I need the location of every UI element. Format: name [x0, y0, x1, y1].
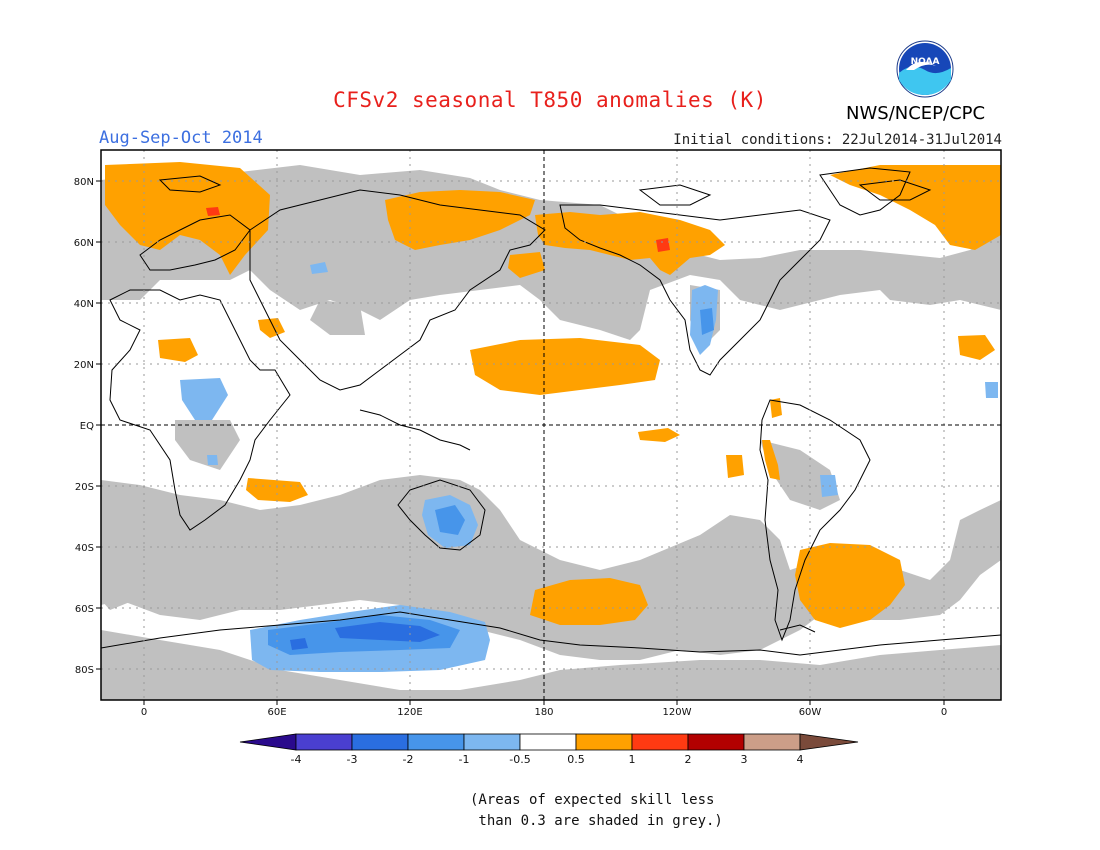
y-tick-labels: 80N 60N 40N 20N EQ 20S 40S 60S 80S [74, 177, 94, 676]
colorbar-labels: -4 -3 -2 -1 -0.5 0.5 1 2 3 4 [291, 753, 804, 766]
colorbar-label: 1 [629, 753, 636, 766]
colorbar-label: 0.5 [567, 753, 585, 766]
colorbar-swatch [519, 733, 577, 751]
colorbar-label: 3 [741, 753, 748, 766]
colorbar-label: -4 [291, 753, 302, 766]
x-tick-label: 0 [941, 707, 947, 718]
cool-anomaly-dark [290, 622, 440, 650]
anomaly-shading [101, 162, 1001, 700]
colorbar-swatch [463, 733, 521, 751]
colorbar-swatch [743, 733, 801, 751]
colorbar-swatch-min [239, 733, 297, 751]
colorbar-swatch [295, 733, 353, 751]
y-tick-label: EQ [80, 421, 94, 432]
y-tick-label: 20S [75, 482, 94, 493]
colorbar-swatch [575, 733, 633, 751]
chart-title: CFSv2 seasonal T850 anomalies (K) [333, 88, 767, 112]
y-tick-label: 20N [74, 360, 94, 371]
colorbar [239, 733, 859, 751]
colorbar-label: -0.5 [509, 753, 530, 766]
strong-warm-anomaly-areas [206, 207, 670, 252]
warm-anomaly-areas [105, 162, 1001, 628]
noaa-logo: NOAA [896, 40, 954, 98]
colorbar-swatch [687, 733, 745, 751]
tick-marks [96, 180, 945, 705]
y-tick-label: 80N [74, 177, 94, 188]
colorbar-swatch [407, 733, 465, 751]
skill-footnote: (Areas of expected skill less than 0.3 a… [470, 790, 723, 832]
colorbar-swatch-max [799, 733, 859, 751]
coastlines [101, 167, 1001, 656]
colorbar-label: 4 [797, 753, 804, 766]
colorbar-swatch [351, 733, 409, 751]
colorbar-swatch [631, 733, 689, 751]
x-tick-label: 120W [663, 707, 692, 718]
equator-dateline [101, 150, 1001, 700]
logo-text: NOAA [911, 57, 940, 67]
footnote-line: than 0.3 are shaded in grey.) [470, 813, 723, 829]
colorbar-label: -1 [459, 753, 470, 766]
y-tick-label: 80S [75, 665, 94, 676]
initial-conditions-label: Initial conditions: 22Jul2014-31Jul2014 [673, 132, 1002, 148]
x-tick-label: 0 [141, 707, 147, 718]
x-tick-labels: 0 60E 120E 180 120W 60W 0 [141, 707, 947, 718]
colorbar-label: -2 [403, 753, 414, 766]
x-tick-label: 60E [267, 707, 286, 718]
x-tick-label: 180 [534, 707, 553, 718]
season-label: Aug-Sep-Oct 2014 [99, 128, 263, 148]
y-tick-label: 40S [75, 543, 94, 554]
colorbar-label: 2 [685, 753, 692, 766]
x-tick-label: 120E [397, 707, 422, 718]
agency-label: NWS/NCEP/CPC [846, 103, 986, 124]
y-tick-label: 40N [74, 299, 94, 310]
footnote-line: (Areas of expected skill less [470, 792, 715, 808]
colorbar-label: -3 [347, 753, 358, 766]
y-tick-label: 60S [75, 604, 94, 615]
x-tick-label: 60W [799, 707, 822, 718]
y-tick-label: 60N [74, 238, 94, 249]
